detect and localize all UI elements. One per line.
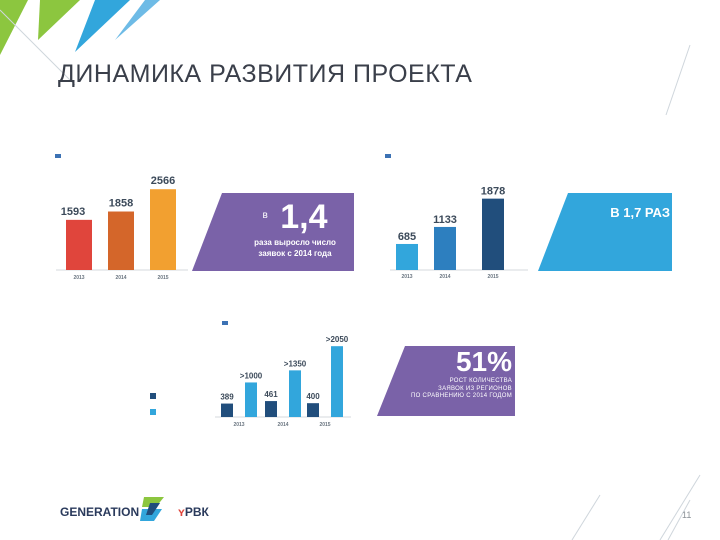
chart2-bar-chart: 685 2013 1133 2014 1878 2015: [390, 186, 528, 280]
callout3-text-line3: ПО СРАВНЕНИЮ С 2014 ГОДОМ: [411, 393, 512, 399]
callout1-text-line1: раза выросло число: [254, 238, 336, 247]
bar-series2-2014: [289, 370, 301, 417]
bar-series1-2013: [221, 403, 233, 417]
data-label-2015: 1878: [481, 186, 505, 198]
caption-marker-icon: [385, 153, 391, 158]
callout3-text-line1: РОСТ КОЛИЧЕСТВА: [449, 378, 512, 384]
page-number: 11: [682, 510, 692, 520]
tick-label-2014: 2014: [277, 422, 288, 428]
callout1-prefix: в: [262, 210, 268, 221]
data-label-2015: 2566: [151, 175, 175, 187]
bar-2015: [150, 189, 176, 270]
bar-series2-2015: [331, 346, 343, 417]
bar-2013: [396, 243, 418, 270]
tick-label-2013: 2013: [401, 274, 412, 280]
tick-label-2014: 2014: [439, 274, 450, 280]
legend-swatch: [150, 409, 156, 415]
legend-swatch: [150, 393, 156, 399]
data-label-series2-2015: >2050: [326, 335, 349, 344]
tick-label-2013: 2013: [73, 275, 84, 281]
bar-2013: [66, 219, 92, 270]
callout1-shape: [192, 193, 354, 271]
tick-label-2014: 2014: [115, 275, 126, 281]
legend-item-series-2: [150, 409, 156, 416]
data-label-2013: 1593: [61, 206, 85, 218]
data-label-2013: 685: [398, 231, 416, 243]
rvk-logo-icon: ʏ: [178, 505, 185, 519]
caption-marker-icon: [55, 153, 61, 158]
data-label-series2-2014: >1350: [284, 359, 307, 368]
caption-marker-icon: [222, 320, 228, 325]
callout2-shape: [538, 193, 672, 271]
data-label-2014: 1858: [109, 198, 133, 210]
callout3-value: 51%: [455, 346, 512, 377]
tick-label-2015: 2015: [157, 275, 168, 281]
chart3-bar-chart: 389 461 400 >1000 >1350 >2050 2013 2014 2015: [215, 335, 351, 428]
callout1: в 1,4 раза выросло число заявок с 2014 г…: [240, 198, 350, 259]
data-label-series1-2015: 400: [306, 392, 320, 401]
legend-item-series-1: [150, 393, 156, 400]
generation-logo-icon: [140, 497, 164, 521]
rvk-logo: ʏРВК: [178, 505, 209, 519]
generation-logo-text: GENERATION: [60, 505, 140, 519]
bar-2015: [482, 198, 504, 270]
chart1-caption: [55, 147, 65, 165]
tick-label-2015: 2015: [487, 274, 498, 280]
chart2-caption: [385, 147, 395, 165]
bar-series2-2013: [245, 382, 257, 417]
data-label-series2-2013: >1000: [240, 371, 263, 380]
bar-series1-2015: [307, 403, 319, 417]
bar-2014: [434, 226, 456, 270]
chart1-bar-chart: 1593 2013 1858 2014 2566 2015: [56, 175, 188, 281]
callout3-text-line2: ЗАЯВОК ИЗ РЕГИОНОВ: [438, 385, 512, 392]
page-title: ДИНАМИКА РАЗВИТИЯ ПРОЕКТА: [58, 60, 473, 88]
data-label-2014: 1133: [433, 214, 457, 226]
callout3-shape: [377, 346, 515, 416]
rvk-logo-text: РВК: [184, 505, 209, 519]
callout1-text-line2: заявок с 2014 года: [258, 249, 332, 258]
data-label-series1-2014: 461: [264, 390, 278, 399]
chart3-caption: [222, 314, 232, 332]
tick-label-2015: 2015: [319, 422, 330, 428]
bar-series1-2014: [265, 401, 277, 417]
callout3: 51% РОСТ КОЛИЧЕСТВА ЗАЯВОК ИЗ РЕГИОНОВ П…: [392, 346, 512, 401]
data-label-series1-2013: 389: [220, 393, 234, 402]
callout2: В 1,7 РАЗ: [580, 205, 670, 220]
bar-2014: [108, 211, 134, 270]
callout2-value: В 1,7 РАЗ: [610, 205, 670, 220]
callout1-value: 1,4: [280, 198, 328, 236]
tick-label-2013: 2013: [233, 422, 244, 428]
